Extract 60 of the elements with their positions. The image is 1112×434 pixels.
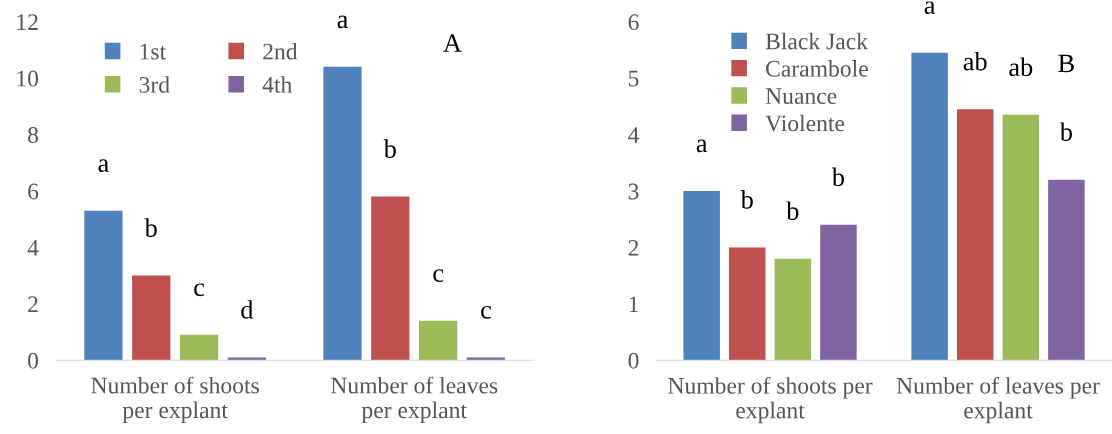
y-tick-label: 5 bbox=[628, 70, 639, 87]
bar bbox=[820, 224, 857, 361]
legend-label: Carambole bbox=[766, 60, 868, 77]
y-tick-label: 10 bbox=[17, 70, 39, 87]
bar bbox=[729, 247, 766, 361]
annotation: c bbox=[481, 306, 491, 319]
y-tick-label: 2 bbox=[628, 239, 639, 256]
legend-label: Violente bbox=[765, 114, 845, 132]
bar bbox=[419, 320, 458, 361]
annotation: B bbox=[1058, 54, 1074, 73]
y-tick-label: 2 bbox=[28, 296, 38, 312]
y-tick-label: 6 bbox=[28, 183, 39, 200]
annotation: a bbox=[98, 159, 109, 173]
annotation: c bbox=[433, 269, 444, 283]
annotation: b bbox=[786, 201, 799, 220]
annotation: b bbox=[740, 190, 753, 209]
x-tick-label: Number of shoots per explant bbox=[91, 376, 259, 423]
y-tick-label: 3 bbox=[628, 183, 639, 200]
y-tick-label: 12 bbox=[17, 14, 38, 30]
y-tick-label: 0 bbox=[28, 352, 39, 369]
bar bbox=[371, 196, 410, 361]
y-tick-label: 4 bbox=[628, 127, 640, 143]
legend-label: Nuance bbox=[765, 88, 837, 105]
y-tick-label: 6 bbox=[628, 14, 639, 31]
annotation: ab bbox=[963, 51, 987, 71]
bar bbox=[466, 357, 506, 361]
bar bbox=[227, 357, 266, 361]
y-tick-label: 0 bbox=[628, 352, 639, 369]
bar bbox=[911, 52, 948, 361]
y-tick-label: 4 bbox=[27, 240, 39, 256]
legend-label: Black Jack bbox=[765, 32, 869, 50]
annotation: b bbox=[831, 167, 845, 187]
legend-label: 2nd bbox=[263, 42, 298, 60]
bar bbox=[323, 66, 362, 361]
y-tick-label: 8 bbox=[28, 127, 39, 143]
bar bbox=[179, 334, 219, 361]
annotation: ab bbox=[1009, 57, 1033, 77]
annotation: b bbox=[383, 139, 396, 158]
bar bbox=[84, 210, 123, 361]
annotation: b bbox=[144, 218, 157, 237]
annotation: a bbox=[696, 139, 708, 153]
bar bbox=[132, 275, 171, 361]
text: a bbox=[924, 1, 936, 15]
annotation: d bbox=[241, 300, 254, 319]
x-tick-label: Number of leaves per explant bbox=[896, 376, 1100, 424]
x-tick-label: Number of shoots per explant bbox=[668, 376, 873, 424]
bar bbox=[1048, 179, 1085, 361]
bar bbox=[683, 190, 720, 361]
y-tick-label: 1 bbox=[629, 296, 638, 312]
legend-label: 4th bbox=[262, 76, 293, 93]
annotation: c bbox=[194, 283, 205, 297]
x-tick-label: Number of leaves per explant bbox=[330, 376, 498, 423]
legend-label: 1st bbox=[140, 43, 167, 60]
legend-label: 3rd bbox=[139, 76, 170, 93]
annotation: A bbox=[443, 34, 462, 52]
bar bbox=[774, 258, 812, 361]
bar bbox=[1002, 114, 1040, 361]
annotation: b bbox=[1059, 122, 1072, 141]
bar bbox=[956, 109, 994, 361]
annotation: a bbox=[337, 15, 348, 29]
